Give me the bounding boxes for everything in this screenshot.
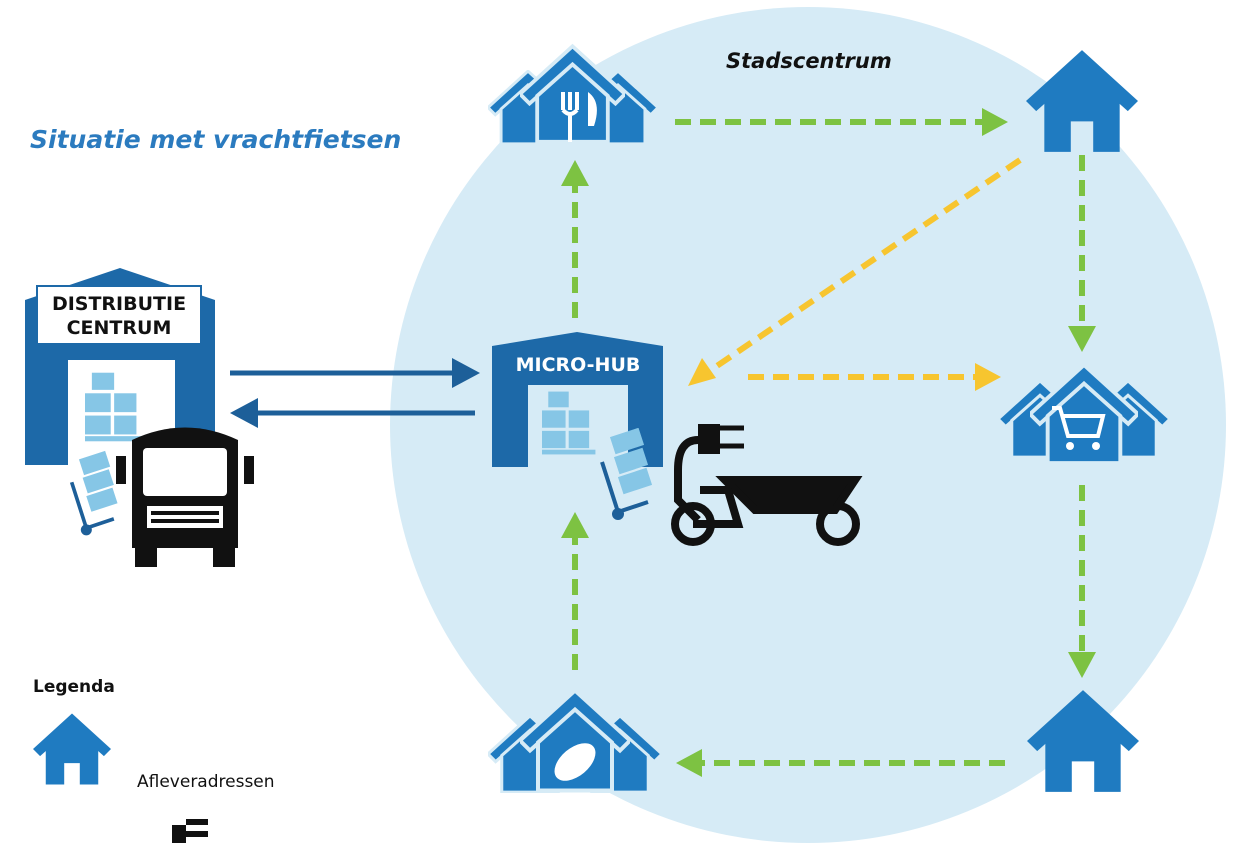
node-label: DISTRIBUTIE xyxy=(52,293,186,315)
distribution-center-part xyxy=(80,373,143,442)
legend: Legenda Afleveradressen xyxy=(33,677,275,843)
shop-cluster-part xyxy=(1092,442,1100,450)
legend-title: Legenda xyxy=(33,677,115,697)
node-label: CENTRUM xyxy=(67,317,172,339)
legend-label: Afleveradressen xyxy=(137,772,275,792)
title: Situatie met vrachtfietsen xyxy=(30,125,401,154)
truck-part xyxy=(213,545,235,567)
truck xyxy=(116,428,254,568)
route-arrows-part xyxy=(230,398,258,428)
truck-part xyxy=(116,456,126,484)
zone-label: Stadscentrum xyxy=(726,49,892,73)
diagram: Situatie met vrachtfietsen Stadscentrum xyxy=(0,0,1234,843)
distribution-center-part xyxy=(72,451,118,536)
truck-part xyxy=(143,448,227,496)
truck-part xyxy=(151,511,219,515)
truck-part xyxy=(147,506,223,528)
truck-part xyxy=(135,545,157,567)
shop-cluster-part xyxy=(1066,442,1074,450)
truck-part xyxy=(244,456,254,484)
cargo-bike-part xyxy=(698,424,720,454)
legend-part xyxy=(172,819,208,843)
legend-part xyxy=(33,714,111,785)
node-label: MICRO-HUB xyxy=(516,354,641,376)
truck-part xyxy=(151,519,219,523)
